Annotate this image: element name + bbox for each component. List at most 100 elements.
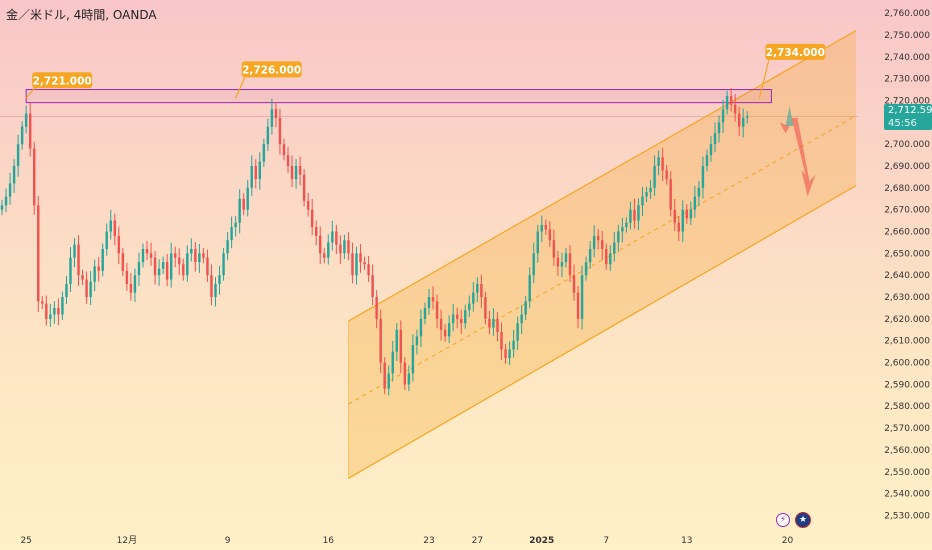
candle-body — [677, 222, 680, 232]
callout-pointer — [235, 75, 247, 99]
candle-body — [89, 281, 92, 298]
candle-body — [16, 144, 20, 166]
callout-pointer — [758, 57, 770, 99]
candle-body — [226, 240, 229, 254]
candle-body — [415, 336, 419, 346]
y-tick-label: 2,730.000 — [884, 75, 930, 85]
us-flag-icon[interactable]: ★ — [795, 512, 811, 528]
candle-body — [411, 345, 415, 374]
candle-body — [302, 174, 306, 201]
candle-body — [323, 253, 326, 258]
candle-body — [12, 165, 16, 184]
candle-body — [544, 224, 548, 230]
candle-body — [218, 275, 221, 284]
candle-body — [222, 253, 225, 276]
candle-body — [653, 165, 656, 188]
channel-upper-line — [348, 30, 857, 322]
callout-box — [241, 61, 302, 78]
y-tick-label: 2,580.000 — [884, 402, 930, 412]
resistance-zone — [25, 89, 772, 104]
candle-body — [572, 275, 576, 293]
candle-body — [439, 318, 443, 330]
candle-body — [520, 314, 523, 324]
candle-body — [274, 109, 278, 118]
candle-body — [468, 303, 471, 311]
candle-body — [33, 148, 36, 206]
candle-body — [492, 318, 495, 328]
candle-body — [435, 301, 439, 319]
candle-body — [137, 262, 141, 276]
channel-mid-line — [348, 115, 857, 405]
candles — [0, 88, 749, 396]
candle-body — [629, 209, 632, 223]
candle-body — [254, 165, 257, 180]
candle-body — [113, 220, 117, 236]
candle-body — [198, 253, 201, 263]
y-tick-label: 2,650.000 — [884, 249, 930, 259]
candle-body — [472, 292, 475, 304]
candle-body — [431, 297, 435, 302]
candle-body — [250, 165, 253, 188]
candle-body — [476, 283, 479, 293]
candle-body — [725, 96, 729, 110]
candle-body — [65, 283, 68, 298]
x-tick-label: 27 — [472, 536, 483, 546]
candle-body — [169, 253, 173, 280]
candle-body — [528, 275, 531, 302]
candle-body — [117, 235, 121, 254]
candle-body — [500, 331, 503, 350]
price-callout: 2,734.000 — [758, 43, 826, 99]
candle-body — [367, 264, 370, 276]
candle-body — [355, 253, 358, 276]
down-arrow — [791, 117, 816, 197]
candle-body — [395, 329, 398, 352]
x-tick-label: 2025 — [529, 536, 554, 546]
y-tick-label: 2,760.000 — [884, 9, 930, 19]
candle-body — [178, 257, 181, 265]
candle-body — [93, 266, 96, 282]
candle-body — [234, 222, 237, 228]
last-price-badge: 2,712.590 45:56 — [884, 104, 932, 130]
y-tick-label: 2,670.000 — [884, 206, 930, 216]
y-tick-label: 2,540.000 — [884, 490, 930, 500]
candle-body — [73, 244, 76, 258]
candle-body — [617, 231, 620, 243]
candle-body — [480, 283, 483, 298]
x-tick-label: 12月 — [117, 535, 137, 546]
candle-body — [8, 183, 12, 197]
candle-body — [423, 307, 427, 319]
candle-body — [633, 209, 636, 221]
y-tick-label: 2,720.000 — [884, 96, 930, 106]
candle-body — [327, 242, 330, 258]
candle-body — [165, 262, 169, 280]
x-tick-label: 9 — [225, 536, 231, 546]
candle-body — [238, 198, 241, 223]
candle-body — [57, 307, 60, 315]
y-tick-label: 2,750.000 — [884, 31, 930, 41]
candle-body — [403, 362, 407, 385]
callout-label: 2,734.000 — [766, 47, 825, 59]
candle-body — [363, 262, 366, 265]
candle-body — [512, 340, 515, 350]
lightning-icon[interactable]: ⚡ — [776, 513, 790, 527]
candle-body — [637, 205, 640, 221]
candle-body — [717, 122, 721, 134]
candle-body — [53, 307, 56, 315]
candle-body — [605, 248, 608, 265]
candle-body — [290, 165, 294, 180]
candle-body — [61, 297, 64, 315]
candle-body — [186, 253, 189, 276]
y-tick-label: 2,700.000 — [884, 140, 930, 150]
candle-body — [455, 314, 459, 319]
candle-body — [310, 209, 314, 228]
candle-body — [298, 165, 302, 175]
y-tick-label: 2,530.000 — [884, 511, 930, 521]
candle-body — [262, 144, 266, 162]
candle-body — [540, 224, 544, 232]
candle-body — [190, 248, 193, 254]
candle-body — [214, 283, 217, 298]
candle-body — [464, 310, 467, 324]
candle-body — [194, 248, 197, 263]
